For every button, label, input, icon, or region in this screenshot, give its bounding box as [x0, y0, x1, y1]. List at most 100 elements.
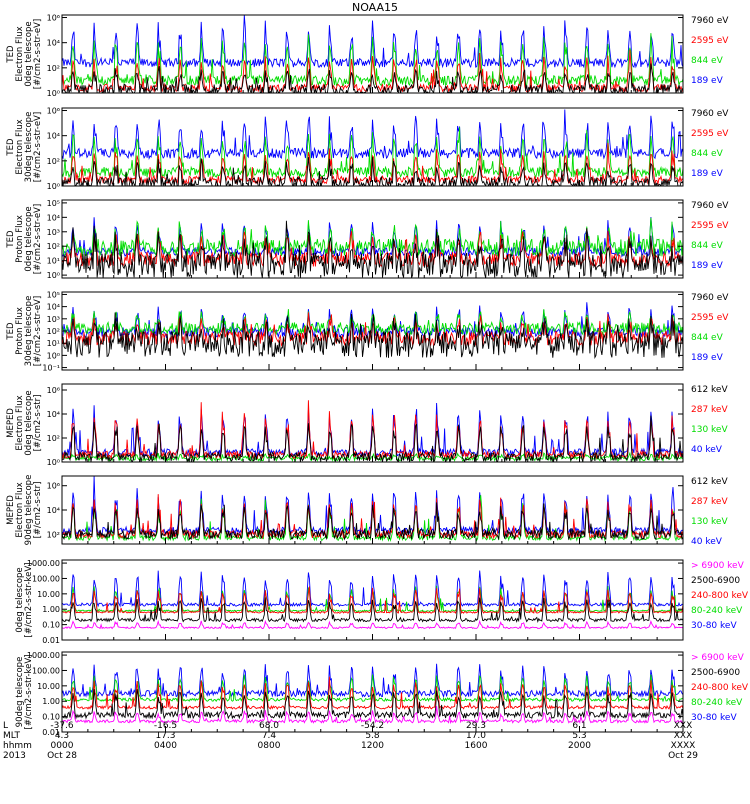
panel-3: 10⁵ 10⁴ 10³ 10² 10¹ 10⁰ TED Proton Flux 0deg tel…	[6, 199, 729, 280]
panel-5-legend-4: 40 keV	[691, 445, 723, 455]
panel-2: 10⁶ 10⁴ 10² 10⁰ TED Electron Flux 30deg telesc…	[6, 107, 729, 191]
panel-7-series-4	[62, 597, 683, 624]
panel-6-legend-3: 130 keV	[691, 517, 728, 527]
panel-5: 10⁶ 10⁴ 10² 10⁰ MEPED Electron Flux 0deg teles…	[6, 383, 728, 467]
panel-2-legend-4: 189 eV	[691, 169, 724, 179]
x-axis-mlt-label-5: 17.0	[466, 731, 486, 741]
panel-5-ylabel-4: [#/cm2-s-str]	[33, 395, 43, 452]
panel-5-ylabel-3: 0deg telescope	[24, 390, 34, 455]
panel-8-legend-1: > 6900 keV	[691, 653, 745, 663]
x-axis-hhmm-label-3: 0800	[258, 741, 281, 751]
panel-2-legend-3: 844 eV	[691, 149, 724, 159]
x-axis-date-label-7: Oct 29	[668, 751, 698, 761]
panel-3-legend-2: 2595 eV	[691, 221, 729, 231]
panel-1-ytick-label-2: 10⁴	[47, 39, 60, 48]
panel-8-series-3	[62, 676, 683, 711]
panel-7-legend-4: 80-240 keV	[691, 606, 743, 616]
x-axis-l-label-3: 68.0	[259, 721, 279, 731]
x-axis-l-label-1: -37.6	[50, 721, 74, 731]
panel-5-ytick-label-3: 10²	[47, 434, 60, 443]
panel-4-legend-4: 189 eV	[691, 353, 724, 363]
panel-2-legend-1: 7960 eV	[691, 109, 729, 119]
panel-7-ylabel-2: [#/cm2-s-str-keV]	[24, 563, 34, 638]
panel-1-series-2	[62, 33, 683, 87]
panel-6-legend-4: 40 keV	[691, 537, 723, 547]
panel-2-ytick-label-3: 10²	[47, 157, 60, 166]
panel-2-ytick-label-2: 10⁴	[47, 132, 60, 141]
panel-8-ytick-label-1: 1000.00	[27, 651, 60, 660]
x-axis-row-label-3: hhmm	[3, 741, 32, 751]
panel-6-ytick-label-2: 10⁴	[47, 506, 60, 515]
panel-3-ylabel-3: 0deg telescope	[24, 206, 34, 271]
panel-5-ylabel-1: MEPED	[6, 408, 16, 438]
panel-1-ytick-label-4: 10⁰	[47, 89, 60, 98]
panel-3-series-1	[62, 217, 683, 258]
panel-4-ylabel-2: Proton Flux	[15, 307, 25, 355]
panel-7-series-5	[62, 619, 683, 630]
x-axis-mlt-label-4: 5.8	[365, 731, 380, 741]
panel-4-legend-3: 844 eV	[691, 333, 724, 343]
panel-1-ylabel-3: 0deg telescope	[24, 21, 34, 86]
x-axis-hhmm-label-2: 0400	[154, 741, 177, 751]
panel-1-ylabel-2: Electron Flux	[15, 26, 25, 81]
panel-2-ytick-label-4: 10⁰	[47, 182, 60, 191]
panel-7-legend-1: > 6900 keV	[691, 561, 745, 571]
panel-7: 1000.00 100.00 10.00 1.00 0.10 0.01 0deg teles…	[15, 559, 749, 645]
panel-4-ylabel-3: 30deg telescope	[24, 296, 34, 367]
panel-8-ylabel-1: 90deg telescope	[15, 657, 25, 728]
panel-7-ytick-label-2: 100.00	[32, 574, 60, 583]
panel-5-legend-3: 130 keV	[691, 425, 728, 435]
x-axis-mlt-label-1: 4.3	[55, 731, 69, 741]
panel-7-ytick-label-4: 1.00	[42, 605, 60, 614]
panel-4-ytick-label-2: 10⁴	[47, 303, 60, 312]
panel-6-ytick-label-1: 10⁶	[47, 482, 60, 491]
panel-7-legend-5: 30-80 keV	[691, 621, 737, 631]
panel-5-ytick-label-2: 10⁴	[47, 410, 60, 419]
panel-1-ylabel-1: TED	[6, 45, 16, 64]
panel-8-ylabel-2: [#/cm2-s-str-keV]	[24, 655, 34, 730]
panel-3-ytick-label-1: 10⁵	[47, 199, 60, 208]
panel-6-ylabel-3: 90deg telescope	[24, 475, 34, 546]
panel-3-legend-1: 7960 eV	[691, 201, 729, 211]
panel-7-ytick-label-1: 1000.00	[27, 559, 60, 568]
panel-4-ytick-label-1: 10⁵	[47, 290, 60, 299]
panel-1: 10⁶ 10⁴ 10² 10⁰ TED Electron Flux 0deg telesco…	[6, 14, 729, 98]
x-axis-mlt-label-3: 7.4	[262, 731, 277, 741]
panel-8: 1000.00 100.00 10.00 1.00 0.10 0.01 90deg tele…	[15, 651, 749, 737]
panel-7-series-3	[62, 586, 683, 614]
x-axis-l-label-4: -54.2	[361, 721, 384, 731]
panel-3-series-2	[62, 217, 683, 258]
panel-8-legend-5: 30-80 keV	[691, 713, 737, 723]
panel-1-legend-1: 7960 eV	[691, 16, 729, 26]
panel-2-ylabel-1: TED	[6, 138, 16, 157]
x-axis-row-label-4: 2013	[3, 751, 26, 761]
panel-7-ylabel-1: 0deg telescope	[15, 567, 25, 632]
panel-3-ytick-label-4: 10²	[47, 242, 60, 251]
panel-3-legend-3: 844 eV	[691, 241, 724, 251]
panel-6-ytick-label-3: 10²	[47, 530, 60, 539]
panel-8-legend-2: 2500-6900	[691, 668, 740, 678]
panel-6-ylabel-4: [#/cm2-s-str]	[33, 482, 43, 539]
panel-1-ytick-label-1: 10⁶	[47, 14, 60, 23]
panel-8-ytick-label-4: 1.00	[42, 697, 60, 706]
panel-6: 10⁶ 10⁴ 10² MEPED Electron Flux 90deg telesco…	[6, 475, 728, 547]
panel-2-ylabel-3: 30deg telescope	[24, 112, 34, 183]
x-axis-hhmm-label-1: 0000	[51, 741, 74, 751]
panel-3-ytick-label-5: 10¹	[47, 257, 60, 266]
panel-7-ytick-label-5: 0.10	[42, 621, 60, 630]
panel-3-ylabel-4: [#/cm2-s-str-eV]	[33, 204, 43, 274]
panel-4-series-4	[62, 312, 683, 360]
panel-1-legend-4: 189 eV	[691, 76, 724, 86]
panel-4-ytick-label-6: 10⁰	[47, 351, 60, 360]
x-axis-l-label-6: 6.1	[572, 721, 586, 731]
panel-8-legend-3: 240-800 keV	[691, 683, 749, 693]
x-axis-hhmm-label-7: XXXX	[671, 741, 696, 751]
x-axis-mlt-label-2: 17.3	[155, 731, 175, 741]
panel-8-ytick-label-5: 0.10	[42, 713, 60, 722]
panel-3-ytick-label-6: 10⁰	[47, 271, 60, 280]
x-axis-l-label-2: -16.5	[154, 721, 177, 731]
panel-4-ylabel-4: [#/cm2-s-str-eV]	[33, 296, 43, 366]
